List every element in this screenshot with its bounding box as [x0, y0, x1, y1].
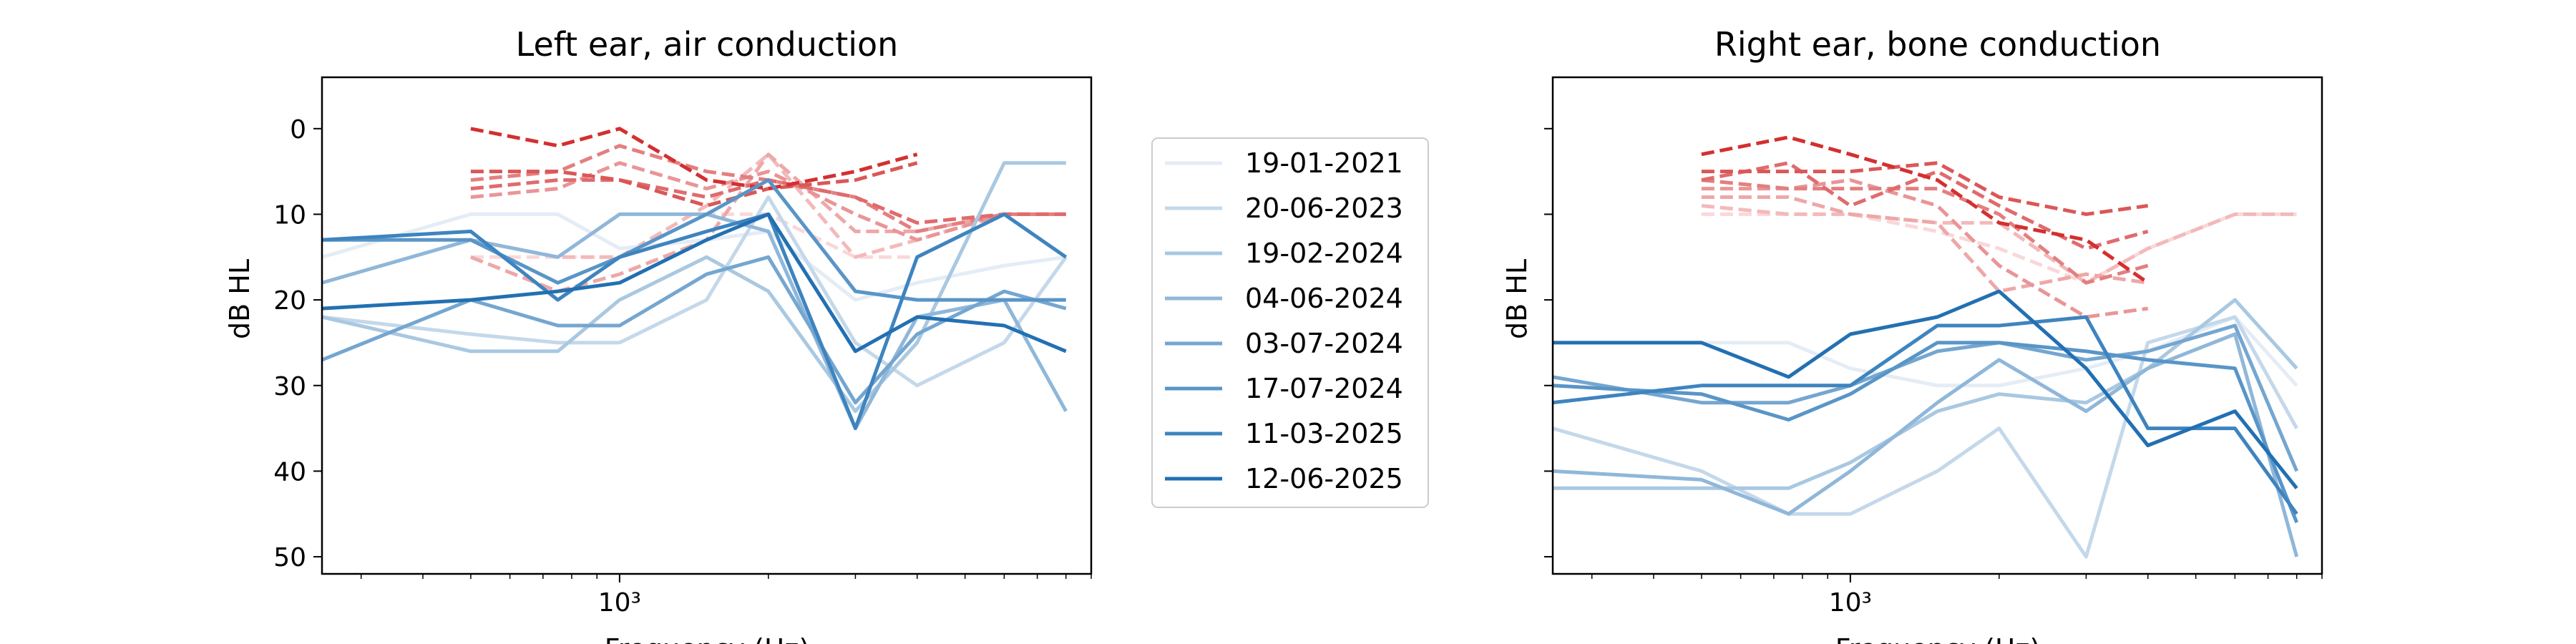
- panel-right-title: Right ear, bone conduction: [1714, 25, 2161, 64]
- left-axes-frame: [321, 76, 1093, 575]
- right-series-line-3: [1553, 298, 2298, 490]
- left-ytick-label: 10: [273, 200, 306, 230]
- left-ytick-label: 30: [273, 372, 306, 401]
- right-series-line-6: [1553, 341, 2299, 524]
- left-dashed-line-7: [470, 161, 918, 208]
- right-dashed-line-7: [1701, 161, 2149, 216]
- left-dashed-line-8: [470, 127, 918, 191]
- left-series-line-8: [322, 212, 1067, 353]
- left-series-line-5: [322, 255, 1067, 405]
- legend-label: 19-02-2024: [1245, 238, 1403, 269]
- right-series-line-4: [1553, 332, 2299, 557]
- panel-left-xlabel: Frequency (Hz): [605, 633, 810, 644]
- panel-left: Left ear, air conduction dB HL Frequency…: [224, 25, 1093, 644]
- legend-label: 12-06-2025: [1245, 463, 1403, 494]
- left-ytick-label: 0: [290, 115, 306, 145]
- legend-label: 17-07-2024: [1245, 373, 1403, 404]
- right-series-line-8: [1553, 289, 2298, 489]
- left-ytick-label: 50: [273, 543, 306, 572]
- panel-left-plot: 0 10 20 30 40 50 10³: [273, 76, 1093, 618]
- right-dashed-line-8: [1701, 135, 2150, 285]
- right-xtick-label: 10³: [1829, 588, 1872, 618]
- right-series-line-5: [1553, 323, 2299, 472]
- legend-frame: [1151, 137, 1429, 508]
- left-series-line-1: [322, 212, 1067, 302]
- left-ytick-label: 40: [273, 457, 306, 487]
- panel-right-xlabel: Frequency (Hz): [1835, 633, 2041, 644]
- legend-label: 03-07-2024: [1245, 328, 1403, 359]
- legend-label: 19-01-2021: [1245, 147, 1403, 179]
- left-ytick-label: 20: [273, 286, 306, 316]
- right-dashed-line-3: [1701, 195, 2149, 293]
- panel-left-title: Left ear, air conduction: [516, 25, 899, 64]
- left-series-line-2: [322, 195, 1068, 388]
- right-series-line-2: [1553, 315, 2298, 559]
- legend-label: 11-03-2025: [1245, 418, 1403, 449]
- panel-right: Right ear, bone conduction dB HL Frequen…: [1501, 25, 2323, 644]
- right-dashed-line-5: [1701, 178, 2149, 285]
- legend: 19-01-2021 20-06-2023 19-02-2024 04-06-2024…: [1151, 137, 1429, 508]
- left-xtick-label: 10³: [598, 588, 641, 618]
- right-dashed-line-4: [1701, 178, 2149, 319]
- legend-label: 20-06-2023: [1245, 192, 1403, 224]
- right-dashed-line-1: [1701, 212, 2297, 285]
- right-axes-frame: [1551, 76, 2323, 575]
- left-series-line-3: [322, 161, 1066, 414]
- panel-right-plot: 10³: [1544, 76, 2323, 618]
- panel-left-ylabel: dB HL: [224, 259, 255, 339]
- left-series-line-6: [322, 178, 1066, 302]
- legend-label: 04-06-2024: [1245, 283, 1403, 314]
- left-series-line-7: [322, 212, 1068, 431]
- panel-right-ylabel: dB HL: [1501, 259, 1533, 339]
